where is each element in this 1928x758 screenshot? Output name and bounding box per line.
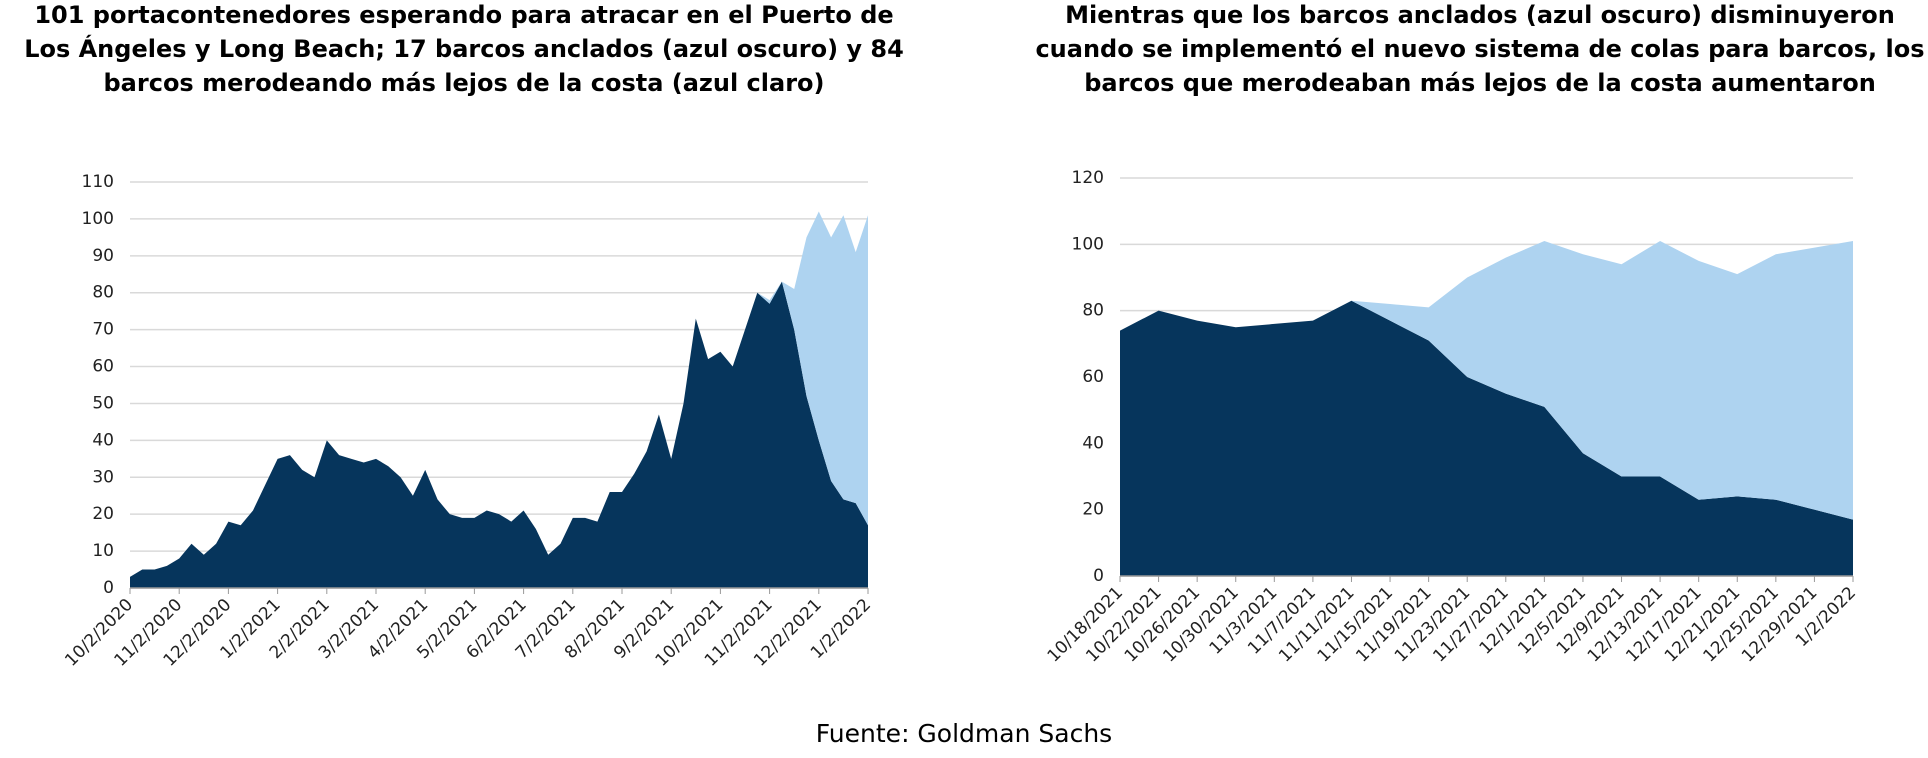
y-tick-label: 20: [92, 504, 114, 524]
chart-title: Los Ángeles y Long Beach; 17 barcos ancl…: [24, 34, 904, 63]
area: [1120, 300, 1853, 576]
y-tick-label: 50: [92, 393, 114, 413]
y-tick-label: 100: [1072, 234, 1104, 254]
y-tick-label: 80: [1082, 301, 1104, 321]
y-tick-label: 110: [82, 172, 114, 192]
area: [130, 281, 868, 588]
y-tick-label: 90: [92, 246, 114, 266]
y-tick-label: 80: [92, 283, 114, 303]
chart-title: 101 portacontenedores esperando para atr…: [34, 1, 893, 29]
y-tick-label: 120: [1072, 168, 1104, 188]
y-tick-label: 20: [1082, 500, 1104, 520]
y-tick-label: 40: [1082, 433, 1104, 453]
chart-title: cuando se implementó el nuevo sistema de…: [1035, 35, 1924, 63]
y-tick-label: 0: [1093, 566, 1104, 586]
y-tick-label: 0: [103, 578, 114, 598]
y-tick-label: 100: [82, 209, 114, 229]
y-tick-label: 30: [92, 467, 114, 487]
chart-title: barcos que merodeaban más lejos de la co…: [1084, 69, 1876, 97]
chart-title: Mientras que los barcos anclados (azul o…: [1065, 1, 1895, 29]
area: [1120, 241, 1853, 520]
chart-title: barcos merodeando más lejos de la costa …: [104, 69, 825, 97]
y-tick-label: 70: [92, 320, 114, 340]
y-tick-label: 40: [92, 430, 114, 450]
y-tick-label: 60: [92, 357, 114, 377]
source: Fuente: Goldman Sachs: [816, 719, 1112, 748]
y-tick-label: 60: [1082, 367, 1104, 387]
y-tick-label: 10: [92, 541, 114, 561]
